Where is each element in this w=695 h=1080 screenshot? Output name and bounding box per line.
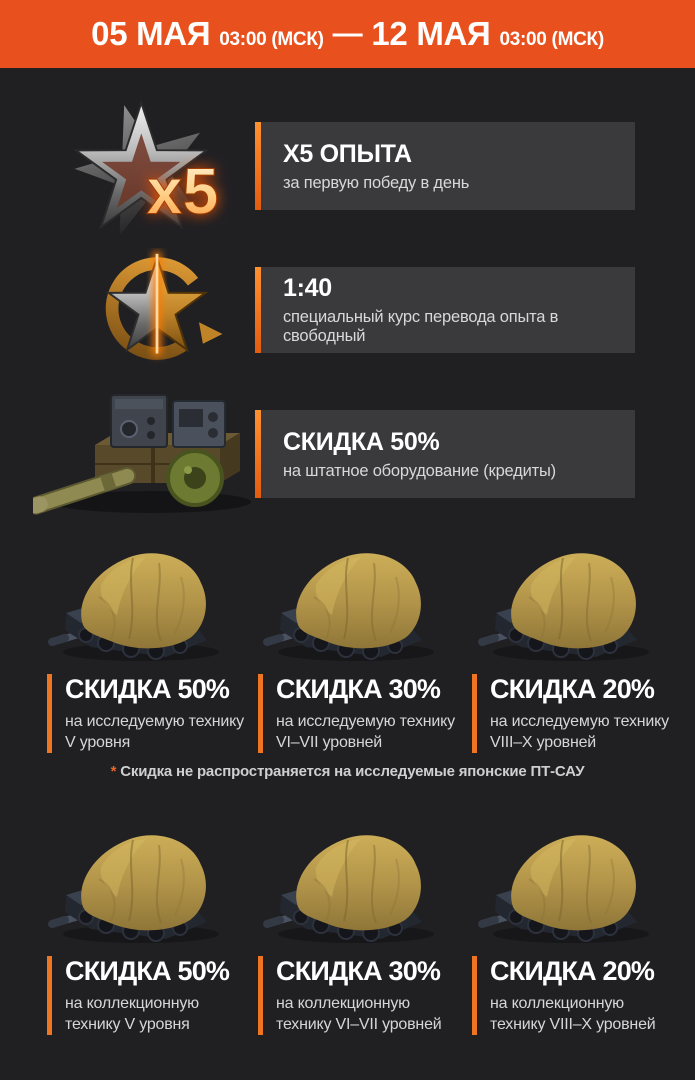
discount-title: СКИДКА 50% xyxy=(65,674,230,704)
discount-title: СКИДКА 20% xyxy=(490,956,655,986)
discount-subtitle: на исследуемую технику VIII–X уровней xyxy=(490,713,669,752)
accent-bar xyxy=(255,267,261,353)
end-date: 12 МАЯ xyxy=(371,15,491,52)
discount-subtitle: на коллекционную технику V уровня xyxy=(65,995,199,1034)
discount-subtitle: на коллекционную технику VI–VII уровней xyxy=(276,995,442,1034)
x5-star-icon: x5 x5 xyxy=(73,99,219,236)
bonus-title: СКИДКА 50% xyxy=(283,427,440,456)
accent-bar xyxy=(255,122,261,210)
tank-icon xyxy=(471,827,661,945)
japanese-td-note: * Скидка не распространяется на исследуем… xyxy=(0,763,695,780)
discount-collectible-vi-vii: СКИДКА 30% на коллекционную технику VI–V… xyxy=(258,956,462,1036)
discount-researchable-vi-vii: СКИДКА 30% на исследуемую технику VI–VII… xyxy=(258,674,462,754)
tank-icon xyxy=(41,545,231,663)
svg-text:x5: x5 xyxy=(146,155,218,228)
bonus-subtitle: на штатное оборудование (кредиты) xyxy=(283,461,556,480)
bonus-title: 1:40 xyxy=(283,274,332,302)
start-time: 03:00 (МСК) xyxy=(219,29,324,50)
discount-researchable-viii-x: СКИДКА 20% на исследуемую технику VIII–X… xyxy=(472,674,676,754)
bonus-panel-equipment: СКИДКА 50% на штатное оборудование (кред… xyxy=(255,410,635,498)
tank-icon xyxy=(256,545,446,663)
discount-collectible-v: СКИДКА 50% на коллекционную технику V ур… xyxy=(47,956,251,1036)
bonus-subtitle: специальный курс перевода опыта в свобод… xyxy=(283,308,559,345)
discount-collectible-viii-x: СКИДКА 20% на коллекционную технику VIII… xyxy=(472,956,676,1036)
bonus-panel-conversion: 1:40 специальный курс перевода опыта в с… xyxy=(255,267,635,353)
discount-researchable-v: СКИДКА 50% на исследуемую технику V уров… xyxy=(47,674,251,754)
date-range: 05 МАЯ 03:00 (МСК) — 12 МАЯ 03:00 (МСК) xyxy=(91,15,604,53)
equipment-icon xyxy=(33,394,251,515)
start-date: 05 МАЯ xyxy=(91,15,211,52)
tank-icon xyxy=(471,545,661,663)
accent-bar xyxy=(255,410,261,498)
date-dash: — xyxy=(332,17,363,50)
discount-title: СКИДКА 20% xyxy=(490,674,655,704)
bonus-title: X5 ОПЫТА xyxy=(283,139,412,168)
tank-icon xyxy=(256,827,446,945)
tank-icon xyxy=(41,827,231,945)
discount-subtitle: на исследуемую технику V уровня xyxy=(65,713,244,752)
end-time: 03:00 (МСК) xyxy=(499,29,604,50)
experience-conversion-icon xyxy=(105,251,223,360)
svg-text:x5: x5 xyxy=(146,155,218,228)
note-asterisk: * xyxy=(110,763,117,780)
discount-subtitle: на исследуемую технику VI–VII уровней xyxy=(276,713,455,752)
discount-title: СКИДКА 30% xyxy=(276,956,441,986)
note-text: Скидка не распространяется на исследуемы… xyxy=(120,763,585,780)
discount-title: СКИДКА 30% xyxy=(276,674,441,704)
bonus-subtitle: за первую победу в день xyxy=(283,173,470,192)
discount-title: СКИДКА 50% xyxy=(65,956,230,986)
date-range-header: 05 МАЯ 03:00 (МСК) — 12 МАЯ 03:00 (МСК) xyxy=(0,0,695,68)
discount-subtitle: на коллекционную технику VIII–X уровней xyxy=(490,995,656,1034)
bonus-panel-x5-xp: X5 ОПЫТА за первую победу в день xyxy=(255,122,635,210)
